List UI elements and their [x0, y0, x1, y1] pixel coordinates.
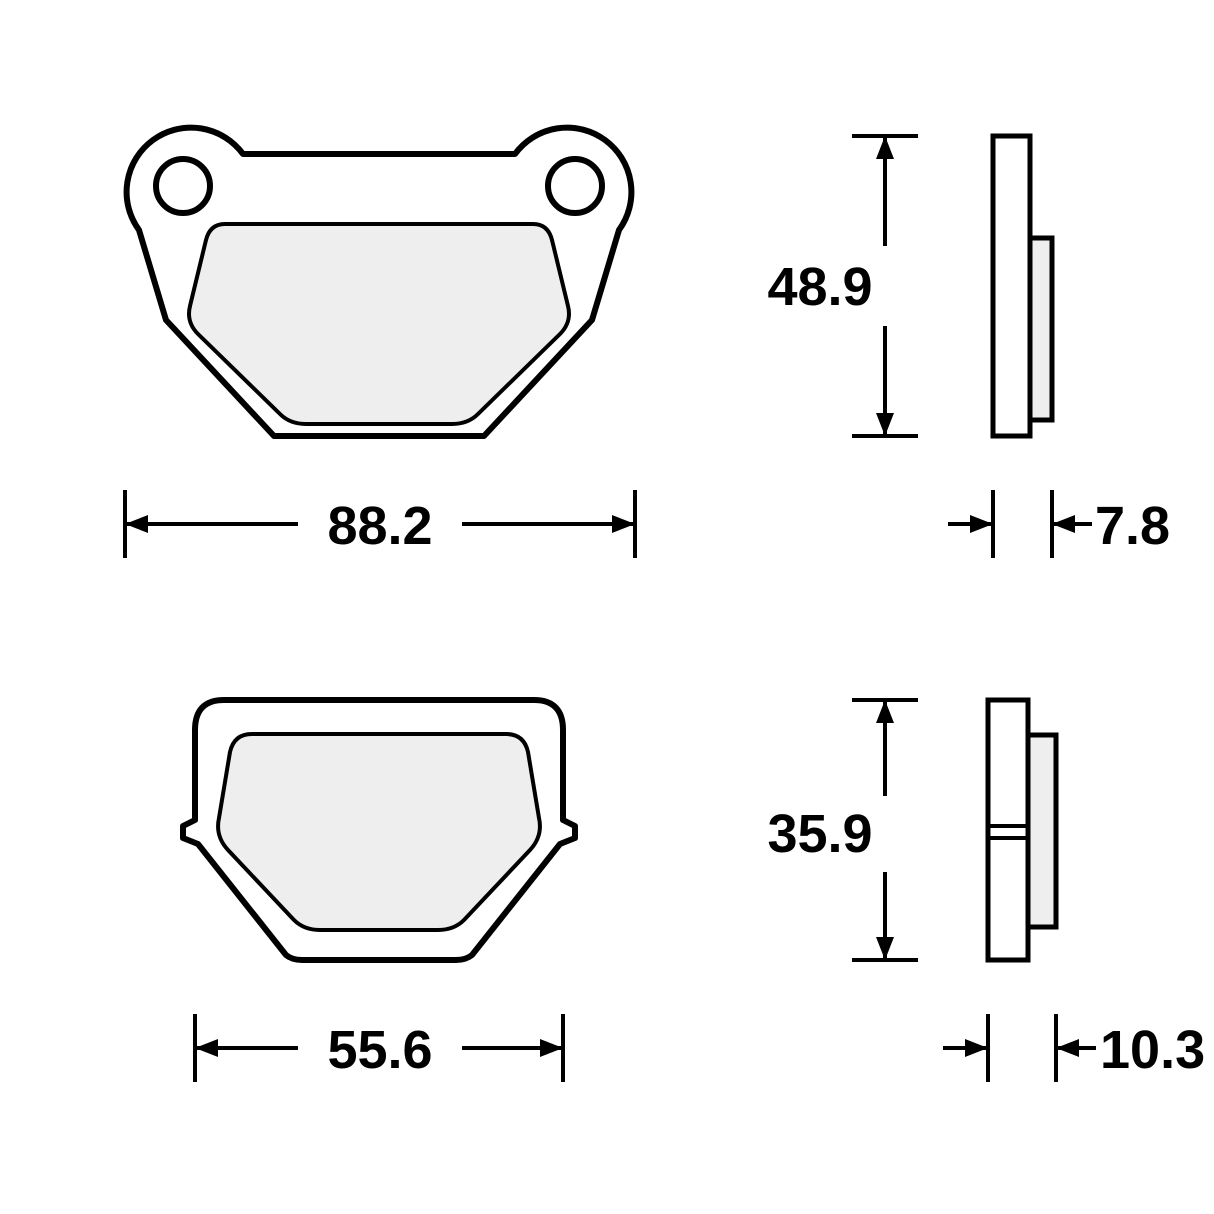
- dim-pad-b-thickness: [943, 1014, 1096, 1082]
- pad-a-side-plate: [993, 136, 1030, 436]
- dim-pad-a-height-label: 48.9: [767, 257, 872, 317]
- dim-pad-b-thickness-label: 10.3: [1100, 1020, 1205, 1080]
- pad-b-side-lining: [1028, 735, 1056, 927]
- dim-pad-a-thickness-label: 7.8: [1095, 496, 1170, 556]
- dim-pad-b-width-label: 55.6: [327, 1020, 432, 1080]
- pad-a-front: [127, 128, 632, 436]
- pad-a-side-lining: [1030, 238, 1052, 420]
- dim-pad-a-width-label: 88.2: [327, 496, 432, 556]
- dim-pad-a-thickness: [948, 490, 1092, 558]
- pad-b-side-plate: [988, 700, 1028, 960]
- pad-a-hole-right: [548, 159, 602, 213]
- pad-b-front: [183, 700, 575, 960]
- dim-pad-b-height-label: 35.9: [767, 804, 872, 864]
- pad-a-side: [993, 136, 1052, 436]
- pad-a-hole-left: [156, 159, 210, 213]
- pad-b-side: [988, 700, 1056, 960]
